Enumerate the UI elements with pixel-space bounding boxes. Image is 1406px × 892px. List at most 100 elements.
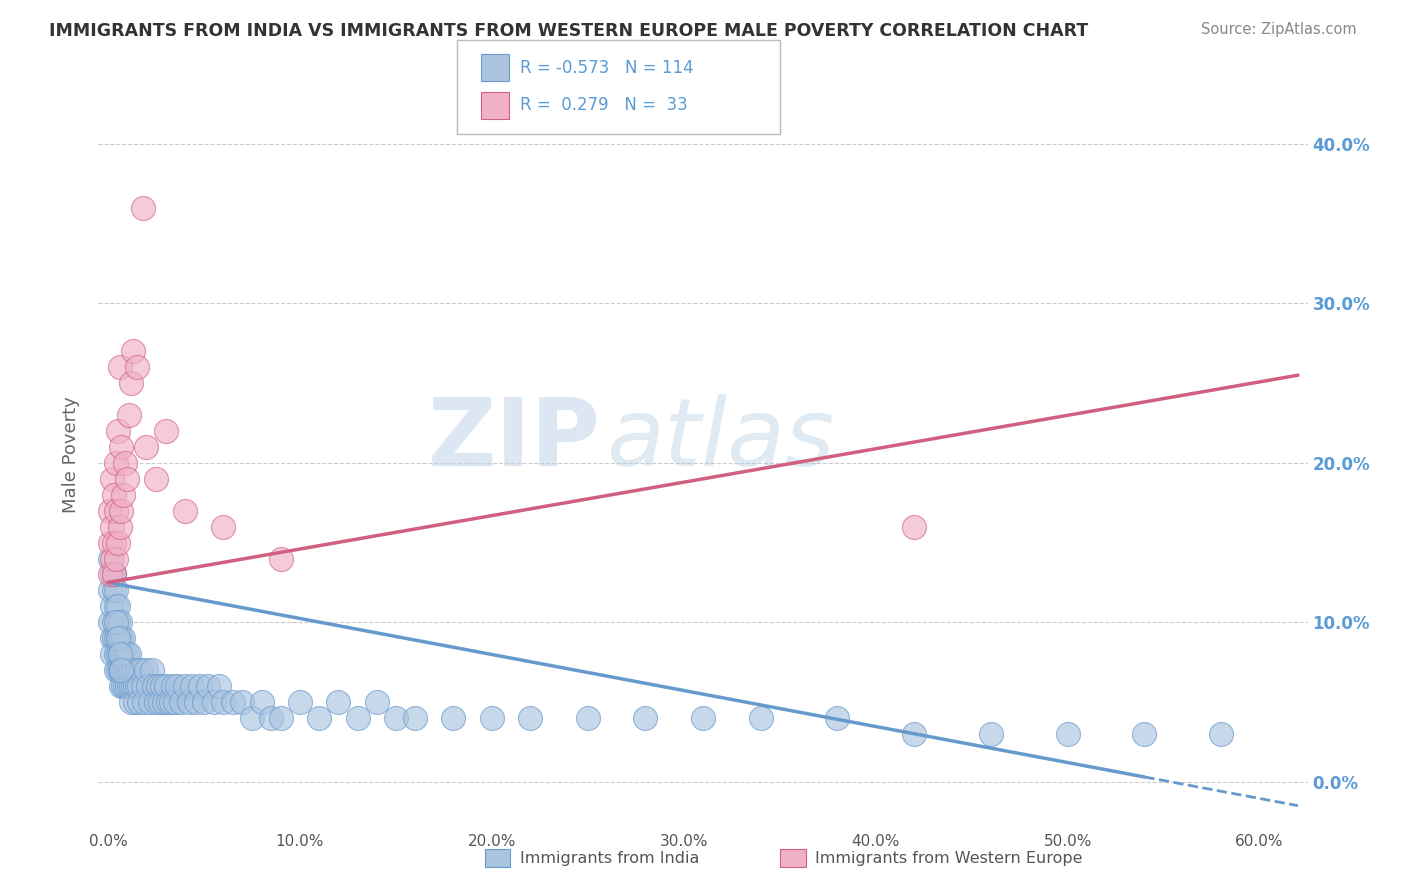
Point — [212, 519, 235, 533]
Point — [1211, 727, 1233, 741]
Point — [385, 711, 408, 725]
Point — [122, 679, 145, 693]
Point — [162, 679, 184, 693]
Point — [152, 695, 174, 709]
Point — [101, 551, 124, 566]
Point — [115, 663, 138, 677]
Point — [98, 535, 121, 549]
Point — [749, 711, 772, 725]
Point — [112, 663, 135, 677]
Point — [101, 567, 124, 582]
Point — [576, 711, 599, 725]
Point — [108, 632, 131, 646]
Point — [443, 711, 465, 725]
Point — [270, 711, 292, 725]
Point — [104, 456, 127, 470]
Point — [107, 599, 129, 614]
Point — [107, 647, 129, 661]
Point — [250, 695, 273, 709]
Point — [104, 583, 127, 598]
Point — [128, 679, 150, 693]
Point — [118, 663, 141, 677]
Point — [101, 472, 124, 486]
Point — [222, 695, 245, 709]
Point — [101, 632, 124, 646]
Text: atlas: atlas — [606, 394, 835, 485]
Point — [404, 711, 426, 725]
Text: R = -0.573   N = 114: R = -0.573 N = 114 — [520, 59, 693, 77]
Point — [134, 695, 156, 709]
Point — [103, 567, 125, 582]
Point — [108, 615, 131, 630]
Point — [519, 711, 541, 725]
Point — [143, 679, 166, 693]
Point — [129, 663, 152, 677]
Point — [124, 695, 146, 709]
Point — [141, 663, 163, 677]
Point — [110, 663, 132, 677]
Point — [107, 424, 129, 438]
Point — [110, 679, 132, 693]
Point — [122, 663, 145, 677]
Point — [104, 504, 127, 518]
Point — [128, 695, 150, 709]
Point — [125, 663, 148, 677]
Point — [98, 551, 121, 566]
Point — [288, 695, 311, 709]
Point — [108, 360, 131, 375]
Point — [145, 695, 167, 709]
Point — [114, 647, 136, 661]
Point — [107, 632, 129, 646]
Point — [103, 567, 125, 582]
Point — [110, 632, 132, 646]
Point — [124, 679, 146, 693]
Text: IMMIGRANTS FROM INDIA VS IMMIGRANTS FROM WESTERN EUROPE MALE POVERTY CORRELATION: IMMIGRANTS FROM INDIA VS IMMIGRANTS FROM… — [49, 22, 1088, 40]
Text: ZIP: ZIP — [427, 394, 600, 486]
Point — [177, 695, 200, 709]
Point — [980, 727, 1002, 741]
Point — [149, 695, 172, 709]
Point — [108, 663, 131, 677]
Point — [103, 583, 125, 598]
Point — [103, 535, 125, 549]
Point — [104, 647, 127, 661]
Point — [125, 360, 148, 375]
Point — [260, 711, 283, 725]
Point — [108, 647, 131, 661]
Point — [481, 711, 503, 725]
Point — [104, 599, 127, 614]
Point — [101, 599, 124, 614]
Point — [212, 695, 235, 709]
Point — [328, 695, 350, 709]
Point — [108, 519, 131, 533]
Point — [146, 679, 169, 693]
Point — [120, 376, 142, 391]
Point — [193, 695, 215, 709]
Point — [150, 679, 173, 693]
Point — [156, 695, 179, 709]
Point — [104, 615, 127, 630]
Point — [692, 711, 714, 725]
Point — [112, 647, 135, 661]
Point — [173, 504, 195, 518]
Point — [108, 647, 131, 661]
Point — [110, 504, 132, 518]
Point — [114, 663, 136, 677]
Point — [115, 679, 138, 693]
Point — [270, 551, 292, 566]
Point — [903, 519, 925, 533]
Point — [231, 695, 253, 709]
Point — [110, 440, 132, 454]
Point — [112, 679, 135, 693]
Point — [136, 679, 159, 693]
Point — [166, 679, 188, 693]
Point — [120, 679, 142, 693]
Point — [98, 615, 121, 630]
Text: Immigrants from India: Immigrants from India — [520, 851, 700, 865]
Point — [188, 679, 211, 693]
Y-axis label: Male Poverty: Male Poverty — [62, 397, 80, 513]
Point — [160, 695, 183, 709]
Point — [104, 663, 127, 677]
Point — [115, 472, 138, 486]
Point — [101, 647, 124, 661]
